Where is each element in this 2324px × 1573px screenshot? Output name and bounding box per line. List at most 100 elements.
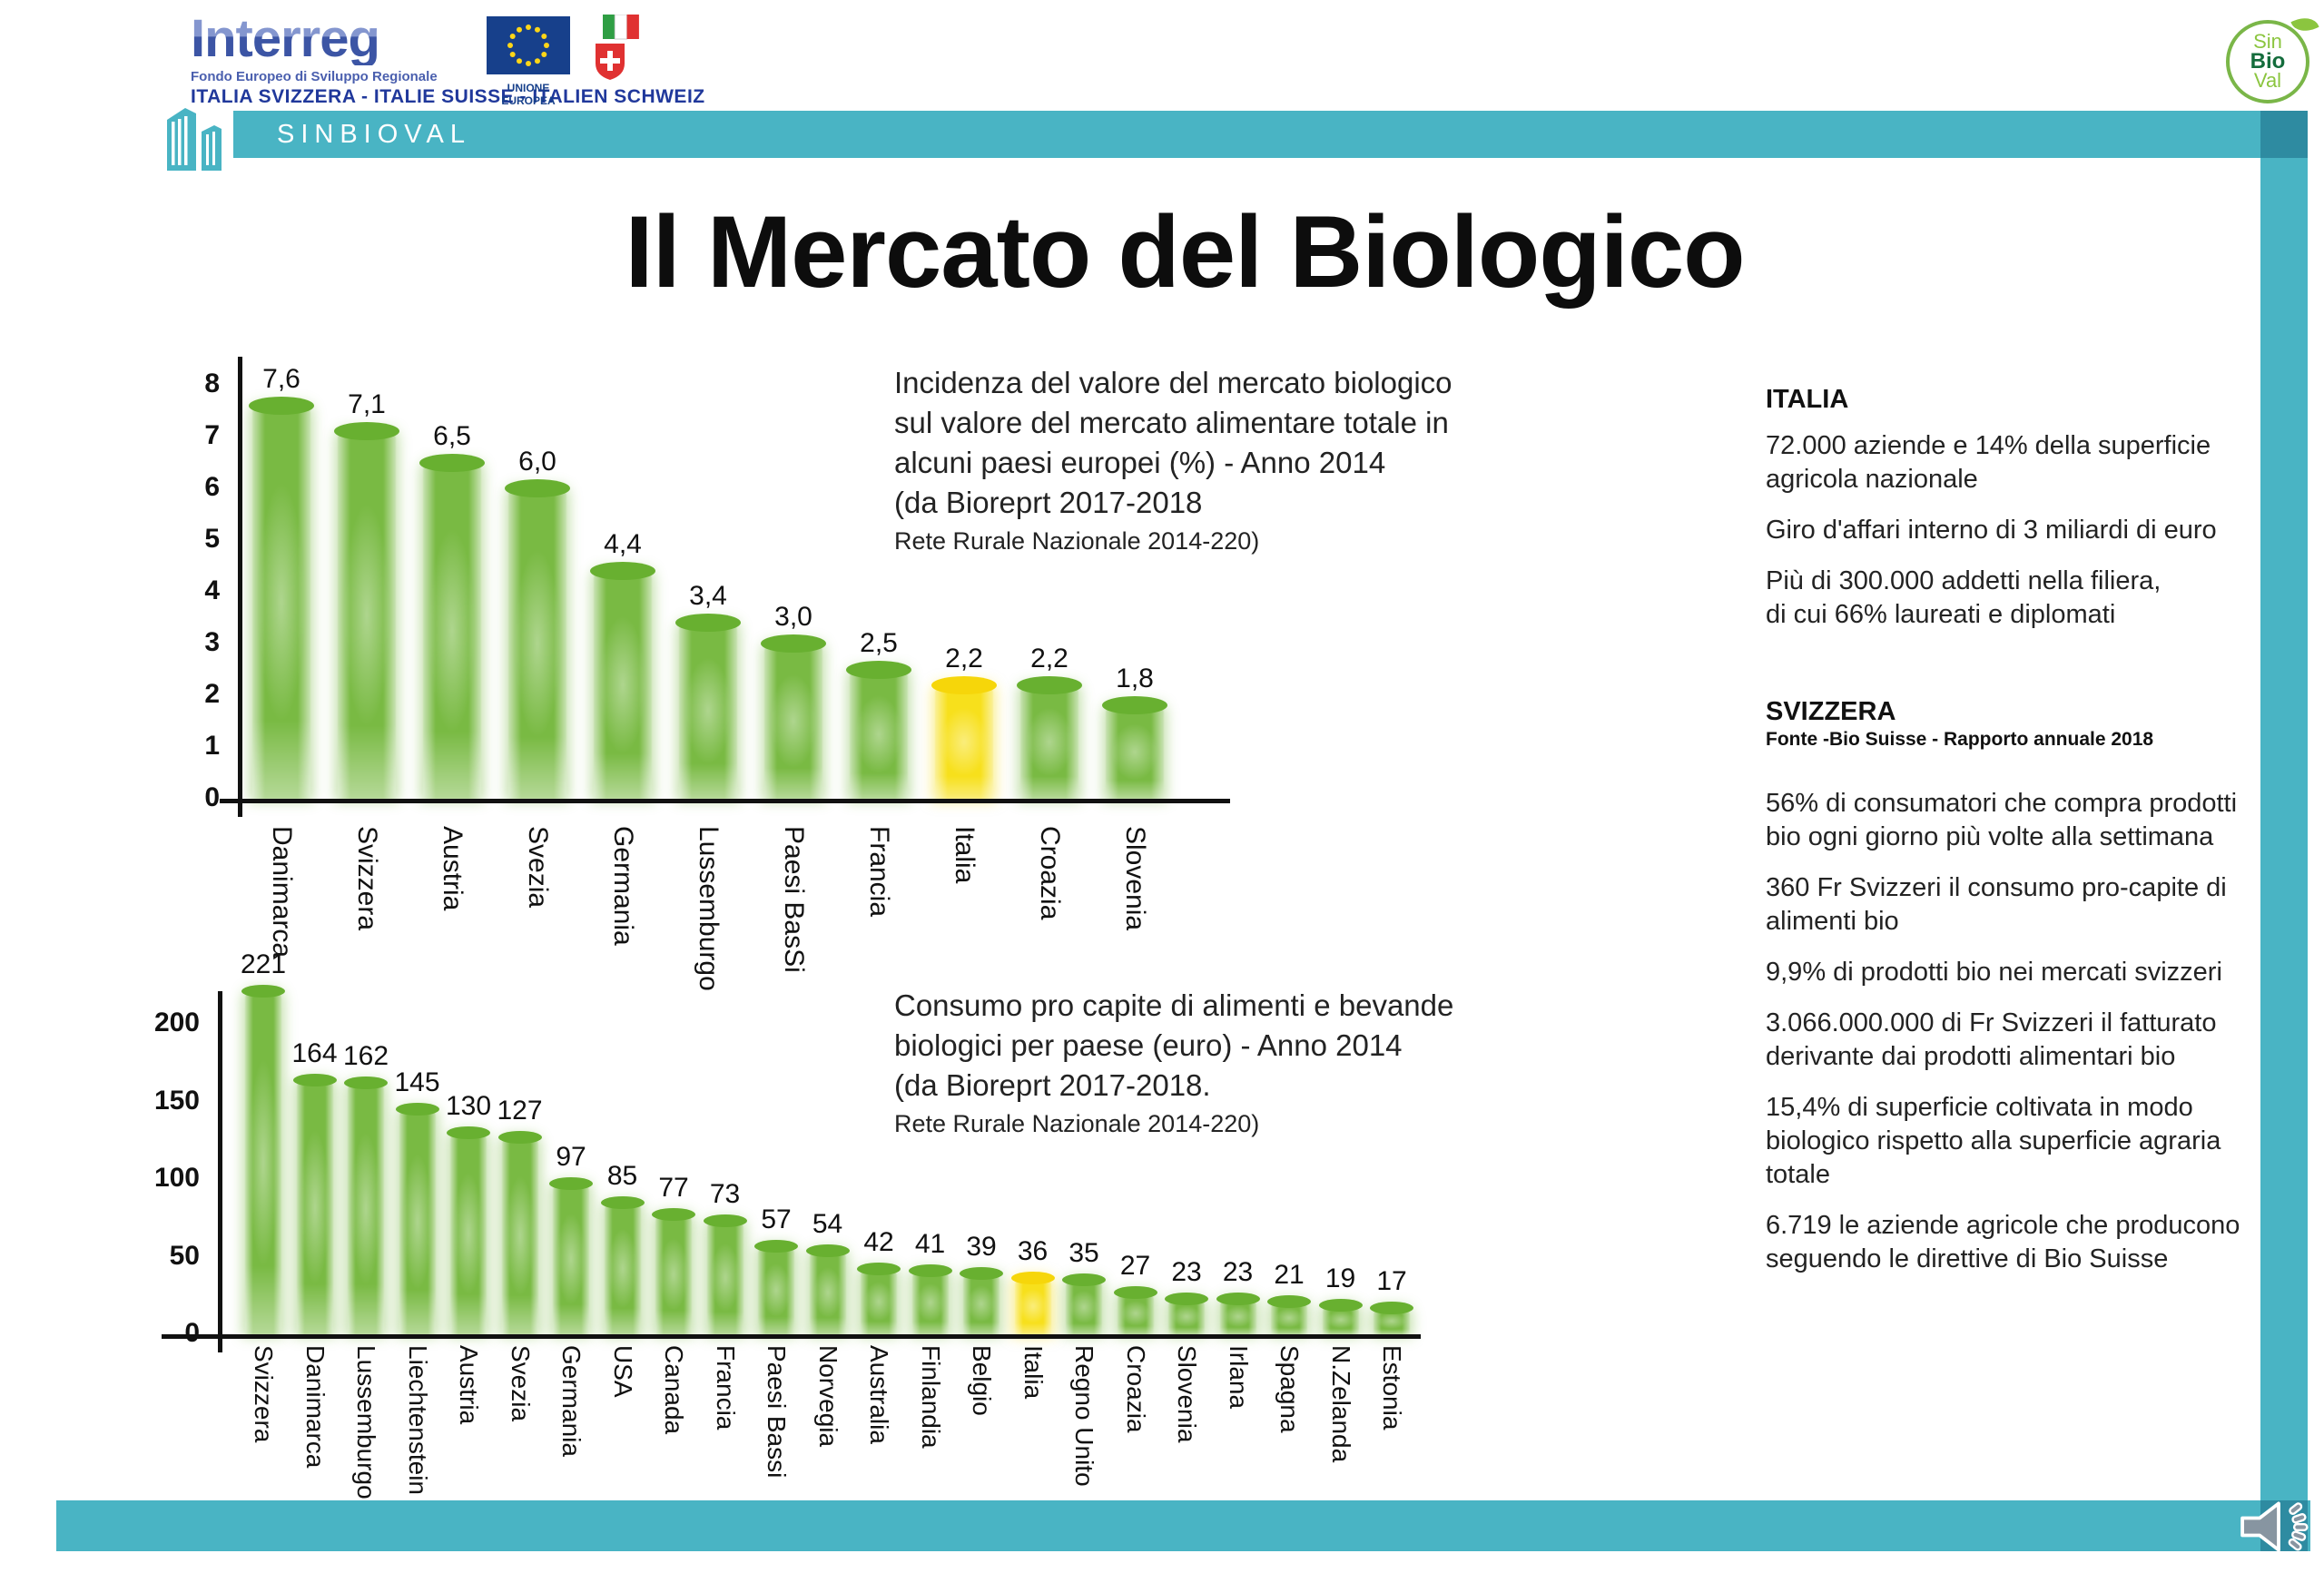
category-label-text: Regno Unito <box>1070 1345 1098 1487</box>
category-label-italia: Italia <box>950 826 1036 883</box>
bar-slovenia <box>1165 1292 1208 1334</box>
sinbioval-logo-sin: Sin <box>2253 29 2282 53</box>
caption-line: Consumo pro capite di alimenti e bevande <box>894 988 1454 1022</box>
value-label-regno-unito: 35 <box>1068 1238 1099 1269</box>
bar-irlana <box>1216 1292 1260 1334</box>
category-label-text: Paesi BasSi <box>779 826 809 973</box>
bar-cap <box>1062 1273 1106 1287</box>
bar-lussemburgo <box>675 614 741 799</box>
sinbioval-logo: Sin Bio Val <box>2226 12 2319 103</box>
bar-paesi-bassi <box>754 1239 798 1334</box>
bar-body <box>296 1079 333 1334</box>
bar-cap <box>505 479 570 497</box>
y-tick-label: 3 <box>204 627 220 657</box>
bar-slovenia <box>1102 696 1167 799</box>
y-tick-label: 8 <box>204 369 220 398</box>
bar-italia <box>1010 1272 1055 1334</box>
bar-cap <box>1165 1292 1208 1305</box>
x-axis-line <box>220 799 1230 803</box>
caption-line: Incidenza del valore del mercato biologi… <box>894 366 1452 399</box>
category-label-text: Canada <box>660 1345 688 1435</box>
eu-flag-icon <box>487 16 570 74</box>
category-label-text: Lussemburgo <box>694 826 724 991</box>
value-label-finlandia: 41 <box>914 1228 946 1259</box>
bar-francia <box>846 660 911 799</box>
category-label-text: Austria <box>438 826 468 911</box>
category-label-text: Australia <box>865 1345 893 1444</box>
bar-danimarca <box>249 396 314 799</box>
bar-austria <box>447 1126 490 1334</box>
bar-body <box>706 1221 743 1334</box>
page-title: Il Mercato del Biologico <box>625 195 1745 309</box>
category-label-text: Svezia <box>506 1345 535 1422</box>
bar-body <box>1066 1280 1102 1334</box>
interreg-logo: Interreg Fondo Europeo di Sviluppo Regio… <box>191 13 705 108</box>
category-label-text: Danimarca <box>300 1345 330 1469</box>
chart-consumo: 200 150 100 50 0 221 Svizzera 164 Danimarca 162 Lu… <box>118 949 1480 1566</box>
bar-cap <box>249 396 314 415</box>
bar-svizzera <box>334 422 399 799</box>
category-label-text: Spagna <box>1275 1345 1304 1433</box>
speaker-icon <box>2240 1501 2309 1552</box>
y-tick-label: 50 <box>169 1240 200 1271</box>
bar-svezia <box>497 1130 542 1334</box>
bar-austria <box>419 453 485 799</box>
bar-australia <box>857 1263 901 1334</box>
italy-swiss-emblem-icon <box>596 14 639 80</box>
y-tick-label: 100 <box>153 1163 200 1193</box>
bar-finlandia <box>908 1263 952 1334</box>
category-label-text: USA <box>608 1345 637 1398</box>
bar-body <box>861 1269 897 1334</box>
eu-flag-label: UNIONE EUROPEA <box>501 82 556 107</box>
bar-cap <box>857 1263 901 1276</box>
header-band-corner <box>2260 111 2308 158</box>
y-tick-label: 7 <box>204 420 220 450</box>
italy-swiss-emblem <box>590 14 643 93</box>
info-panel-svizzera: SVIZZERA Fonte -Bio Suisse - Rapporto an… <box>1766 697 2247 1276</box>
bar-body <box>935 684 993 799</box>
bar-body <box>245 991 281 1334</box>
interreg-subtitle: Fondo Europeo di Sviluppo Regionale <box>191 69 438 84</box>
value-label-svizzera: 7,1 <box>348 389 386 420</box>
bar-body <box>911 1270 949 1334</box>
header-band: SINBIOVAL <box>233 111 2260 158</box>
right-edge-strip <box>2260 158 2308 1548</box>
y-axis-line <box>218 991 222 1352</box>
info-panel-italia: ITALIA 72.000 aziende e 14% della superf… <box>1766 385 2247 632</box>
svizzera-source: Fonte -Bio Suisse - Rapporto annuale 201… <box>1766 729 2154 750</box>
bar-body <box>594 571 652 799</box>
bar-spagna <box>1267 1295 1311 1334</box>
category-label-text: Danimarca <box>267 826 297 959</box>
category-label-slovenia: Slovenia <box>1120 826 1254 930</box>
value-label-norvegia: 54 <box>812 1208 843 1239</box>
value-label-n-zelanda: 19 <box>1324 1263 1356 1293</box>
bar-italia <box>931 675 997 799</box>
bar-cap <box>590 562 655 581</box>
buildings-icon <box>165 102 231 177</box>
sinbioval-logo-val: Val <box>2253 69 2282 93</box>
sinbioval-logo-bio: Bio <box>2250 48 2286 74</box>
italia-item: 72.000 aziende e 14% della superficie ag… <box>1766 431 2211 494</box>
svizzera-item: 9,9% di prodotti bio nei mercati svizzer… <box>1766 958 2222 987</box>
y-tick-label: 6 <box>204 472 220 502</box>
value-label-germania: 4,4 <box>604 529 642 560</box>
speaker-button[interactable] <box>2235 1492 2322 1566</box>
caption-line: (da Bioreprt 2017-2018. <box>894 1068 1211 1102</box>
category-label-text: Francia <box>711 1345 740 1430</box>
svizzera-item: 15,4% di superficie coltivata in modo bi… <box>1766 1093 2221 1189</box>
value-label-svezia: 127 <box>497 1095 543 1126</box>
bar-cap <box>675 614 741 633</box>
bar-body <box>1168 1298 1205 1334</box>
italia-item: Giro d'affari interno di 3 miliardi di e… <box>1766 516 2217 545</box>
bar-body <box>850 669 908 799</box>
value-label-belgio: 39 <box>966 1232 997 1263</box>
bar-cap <box>241 985 285 998</box>
bar-body <box>1020 684 1078 799</box>
svizzera-heading: SVIZZERA <box>1766 697 1896 726</box>
bar-cap <box>908 1263 952 1277</box>
svizzera-item: 3.066.000.000 di Fr Svizzeri il fatturat… <box>1766 1008 2217 1071</box>
category-label-text: Croazia <box>1035 826 1065 920</box>
caption-line: alcuni paesi europei (%) - Anno 2014 <box>894 446 1386 479</box>
bar-cap <box>931 675 997 694</box>
bar-body <box>501 1136 538 1334</box>
